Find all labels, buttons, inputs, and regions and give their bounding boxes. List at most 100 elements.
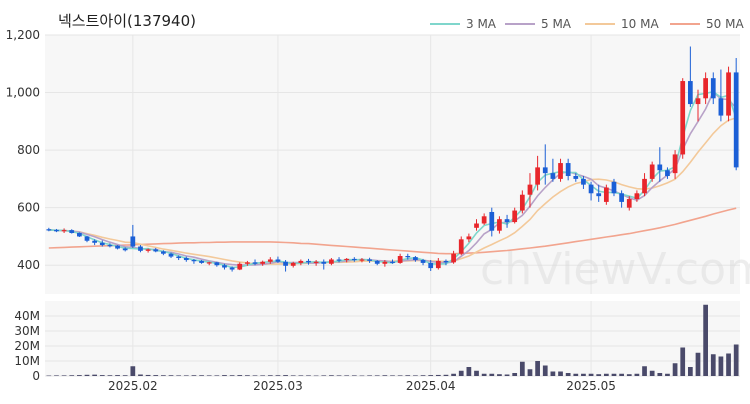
volume-bar xyxy=(138,374,143,376)
candle-body xyxy=(69,230,75,233)
volume-bar xyxy=(710,354,716,376)
legend-label: 3 MA xyxy=(466,17,497,31)
volume-panel-background xyxy=(45,301,740,376)
candle-body xyxy=(298,260,304,263)
volume-bar xyxy=(214,375,220,376)
candle-body xyxy=(703,78,708,99)
candle-body xyxy=(718,98,724,116)
candle-body xyxy=(565,163,571,177)
volume-tick-label: 20M xyxy=(14,339,40,353)
candle-body xyxy=(329,259,334,264)
volume-tick-label: 0 xyxy=(32,369,40,383)
candle-body xyxy=(535,167,540,185)
candle-body xyxy=(474,223,479,228)
volume-bar xyxy=(603,373,609,376)
candle-body xyxy=(420,260,426,263)
candle-body xyxy=(611,181,617,194)
candle-body xyxy=(504,219,510,223)
volume-bar xyxy=(420,375,426,376)
volume-bar xyxy=(550,371,556,376)
candle-body xyxy=(374,260,380,264)
volume-bar xyxy=(161,375,166,376)
legend: 3 MA 5 MA 10 MA 50 MA xyxy=(430,17,744,31)
candle-body xyxy=(657,164,663,171)
candle-body xyxy=(61,230,67,232)
candle-body xyxy=(84,236,90,241)
candle-body xyxy=(245,262,250,264)
volume-bar xyxy=(474,370,479,376)
candle-body xyxy=(267,259,273,262)
candle-body xyxy=(206,262,212,264)
candle-body xyxy=(99,242,105,246)
volume-bar xyxy=(252,375,258,376)
candle-body xyxy=(229,267,235,270)
volume-bar xyxy=(46,375,52,377)
volume-bar xyxy=(359,375,365,377)
volume-bar xyxy=(458,370,464,376)
volume-bar xyxy=(153,375,159,376)
candle-body xyxy=(168,253,174,257)
candle-body xyxy=(390,261,395,263)
volume-bar xyxy=(680,347,686,376)
volume-bar xyxy=(443,374,449,376)
volume-bar xyxy=(283,375,288,376)
candle-body xyxy=(489,211,495,231)
volume-bar xyxy=(642,366,647,376)
legend-label: 10 MA xyxy=(621,17,659,31)
candle-body xyxy=(145,249,151,251)
volume-bar xyxy=(168,375,174,376)
candle-body xyxy=(260,261,266,264)
volume-bar xyxy=(145,374,151,376)
volume-bar xyxy=(260,375,266,376)
candle-body xyxy=(153,249,159,252)
candle-body xyxy=(344,258,350,261)
candle-body xyxy=(92,240,98,243)
candle-body xyxy=(451,253,456,263)
volume-bar xyxy=(481,373,487,376)
volume-bar xyxy=(336,375,342,376)
candle-body xyxy=(435,260,441,269)
volume-bar xyxy=(428,375,434,376)
volume-bar xyxy=(122,375,128,376)
volume-tick-label: 40M xyxy=(14,309,40,323)
volume-bar xyxy=(596,374,602,376)
volume-bar xyxy=(497,374,502,376)
volume-bar xyxy=(489,373,495,376)
volume-bar xyxy=(321,375,327,376)
grid-layer xyxy=(45,34,740,377)
candle-body xyxy=(290,262,296,266)
candle-body xyxy=(581,178,586,185)
candle-body xyxy=(275,259,281,262)
volume-bar xyxy=(718,356,724,376)
candle-body xyxy=(54,229,59,232)
candle-body xyxy=(130,236,136,247)
chart-title: 넥스트아이(137940) xyxy=(58,12,196,30)
candlestick-layer xyxy=(46,46,739,272)
volume-bar xyxy=(84,374,90,376)
candle-body xyxy=(596,193,602,197)
candle-body xyxy=(359,259,365,261)
volume-bar xyxy=(99,375,105,376)
volume-bar xyxy=(451,373,456,376)
volume-bar xyxy=(183,375,189,376)
candle-body xyxy=(428,262,434,269)
volume-bar xyxy=(703,304,708,376)
volume-bar xyxy=(351,375,357,376)
volume-bar xyxy=(237,375,243,376)
volume-bar xyxy=(733,344,739,376)
candle-body xyxy=(458,239,464,254)
candle-body xyxy=(161,251,166,254)
volume-bar xyxy=(665,373,670,376)
candle-body xyxy=(497,219,502,231)
candle-body xyxy=(649,164,655,179)
volume-bar xyxy=(54,375,59,376)
volume-bar xyxy=(649,370,655,376)
candle-body xyxy=(603,187,609,202)
x-tick-label: 2025.03 xyxy=(253,379,303,393)
volume-bar xyxy=(611,373,617,376)
candle-body xyxy=(626,199,632,208)
volume-bar xyxy=(329,375,334,376)
candle-body xyxy=(519,194,525,211)
